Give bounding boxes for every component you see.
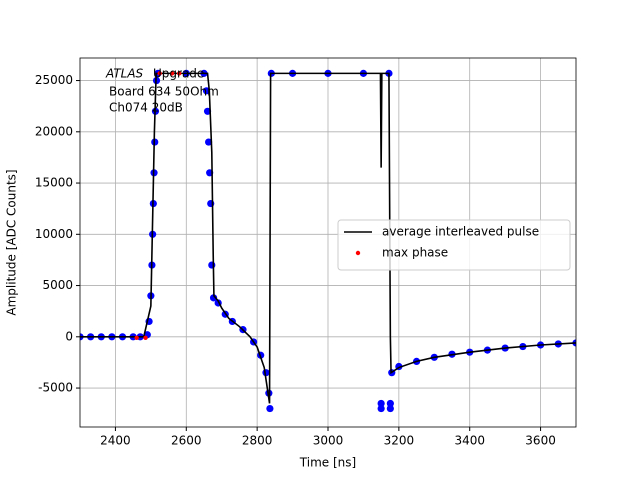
legend-swatch [355,250,361,256]
annotation: Upgrade [153,67,204,81]
max-phase-point [177,71,182,76]
sample-point [208,261,216,269]
x-tick-label: 3400 [454,434,485,448]
y-tick-label: 10000 [35,227,73,241]
y-tick-label: 5000 [42,278,73,292]
annotation: Ch074 20dB [109,101,183,115]
max-phase-point [134,335,139,341]
sample-point [386,404,394,413]
pulse-line [80,72,576,404]
y-tick-label: 20000 [35,124,73,138]
sample-point [205,138,213,146]
annotation: ATLAS [105,67,144,81]
max-phase-point [157,71,162,76]
x-tick-label: 2600 [171,434,202,448]
sample-point [377,404,385,413]
sample-point [266,404,274,413]
annotation: Board 634 50Ohm [109,85,219,99]
sample-point [209,294,218,302]
y-tick-label: 25000 [35,73,73,87]
sample-point [386,399,394,408]
legend-label: average interleaved pulse [382,225,539,239]
x-axis-label: Time [ns] [299,456,356,470]
y-axis-label: Amplitude [ADC Counts] [5,169,19,315]
legend-box [337,219,571,271]
max-phase-point [143,335,148,341]
x-tick-label: 2800 [242,434,273,448]
x-tick-label: 3000 [313,434,344,448]
y-tick-label: 0 [65,329,73,343]
x-tick-label: 3200 [384,434,415,448]
legend-label: max phase [382,246,448,260]
y-tick-label: -5000 [38,381,73,395]
plot-frame [79,57,577,428]
x-tick-label: 2400 [100,434,131,448]
sample-point [377,399,385,408]
sample-point [202,87,211,95]
max-phase-point [169,71,175,76]
plot [80,69,576,413]
x-tick-label: 3600 [525,434,556,448]
y-tick-label: 15000 [35,176,73,190]
